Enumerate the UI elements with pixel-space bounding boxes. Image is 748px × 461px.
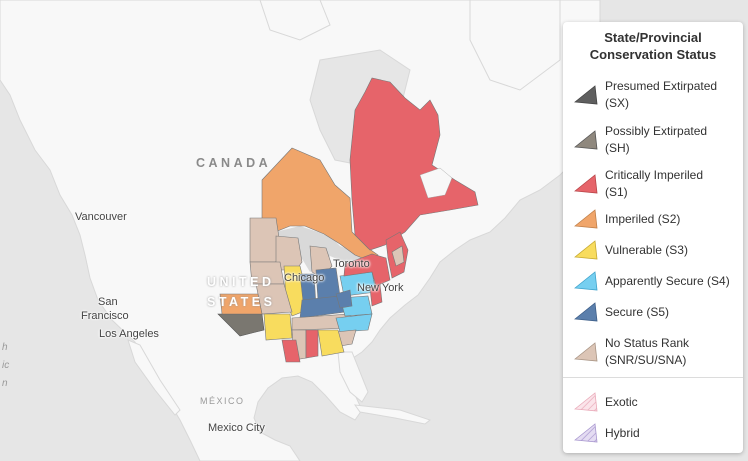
sx-swatch — [573, 85, 598, 105]
s5-swatch — [573, 302, 598, 322]
label-san: San — [98, 296, 118, 308]
region-louisiana — [281, 339, 301, 363]
land-cuba — [353, 404, 432, 425]
legend-item-s1: Critically Imperiled (S1) — [573, 167, 739, 201]
legend-item-label: Exotic — [605, 395, 638, 409]
label-states: STATES — [207, 295, 276, 309]
legend-item-label: Critically Imperiled (S1) — [605, 168, 704, 199]
legend-divider — [563, 377, 743, 378]
label-united: UNITED — [207, 275, 275, 289]
label-canada: CANADA — [196, 156, 272, 170]
sh-swatch — [573, 130, 598, 150]
legend-item-sh: Possibly Extirpated (SH) — [573, 123, 739, 157]
region-north-carolina — [335, 313, 373, 333]
label-los-angeles: Los Angeles — [99, 328, 159, 340]
legend-title-line-1: State/Provincial — [604, 30, 702, 45]
region-quebec — [349, 77, 479, 251]
label-toronto: Toronto — [333, 258, 370, 270]
legend-item-hybrid: Hybrid — [573, 416, 739, 450]
legend-item-label: Vulnerable (S3) — [605, 243, 688, 257]
legend-item-label: No Status Rank (SNR/SU/SNA) — [605, 336, 690, 367]
land-arctic — [259, 0, 331, 41]
label-francisco: Francisco — [81, 310, 129, 322]
land-florida — [337, 351, 369, 403]
label-edge-2: ic — [2, 360, 10, 371]
legend-item-s4: Apparently Secure (S4) — [573, 264, 739, 298]
legend-item-exotic: Exotic — [573, 385, 739, 419]
legend-item-label: Apparently Secure (S4) — [605, 274, 730, 288]
region-minnesota — [249, 217, 281, 263]
legend-title: State/Provincial Conservation Status — [563, 29, 743, 63]
legend-item-s2: Imperiled (S2) — [573, 202, 739, 236]
legend-item-s5: Secure (S5) — [573, 295, 739, 329]
label-mexico: MÉXICO — [200, 396, 245, 406]
region-west-virginia — [335, 289, 353, 309]
s2-swatch — [573, 209, 598, 229]
s3-swatch — [573, 240, 598, 260]
region-georgia — [317, 329, 345, 357]
region-maryland — [369, 283, 383, 307]
legend-item-label: Presumed Extirpated (SX) — [605, 79, 718, 110]
label-mexico-city: Mexico City — [208, 422, 265, 434]
label-edge-3: n — [2, 378, 8, 389]
land-baja — [127, 339, 181, 416]
label-vancouver: Vancouver — [75, 211, 127, 223]
label-chicago: Chicago — [284, 272, 325, 284]
region-labrador — [419, 167, 453, 199]
legend-item-s3: Vulnerable (S3) — [573, 233, 739, 267]
legend-item-label: Imperiled (S2) — [605, 212, 681, 226]
label-new-york: New York — [357, 282, 404, 294]
legend-item-snr: No Status Rank (SNR/SU/SNA) — [573, 335, 739, 369]
legend-panel: State/Provincial Conservation Status Pre… — [563, 22, 743, 453]
exotic-swatch — [573, 392, 598, 412]
legend-title-line-2: Conservation Status — [589, 47, 717, 62]
land-greenland — [469, 0, 561, 91]
region-maine — [391, 245, 405, 267]
hybrid-swatch — [573, 423, 598, 443]
region-alabama — [305, 329, 319, 359]
legend-item-label: Secure (S5) — [605, 305, 670, 319]
region-arkansas — [263, 313, 293, 341]
label-edge-1: h — [2, 342, 8, 353]
s1-swatch — [573, 174, 598, 194]
region-kansas — [219, 293, 263, 315]
region-new-york — [343, 253, 391, 287]
legend-item-label: Possibly Extirpated (SH) — [605, 124, 708, 155]
legend-item-sx: Presumed Extirpated (SX) — [573, 78, 739, 112]
legend-item-label: Hybrid — [605, 426, 640, 440]
snr-swatch — [573, 342, 598, 362]
s4-swatch — [573, 271, 598, 291]
